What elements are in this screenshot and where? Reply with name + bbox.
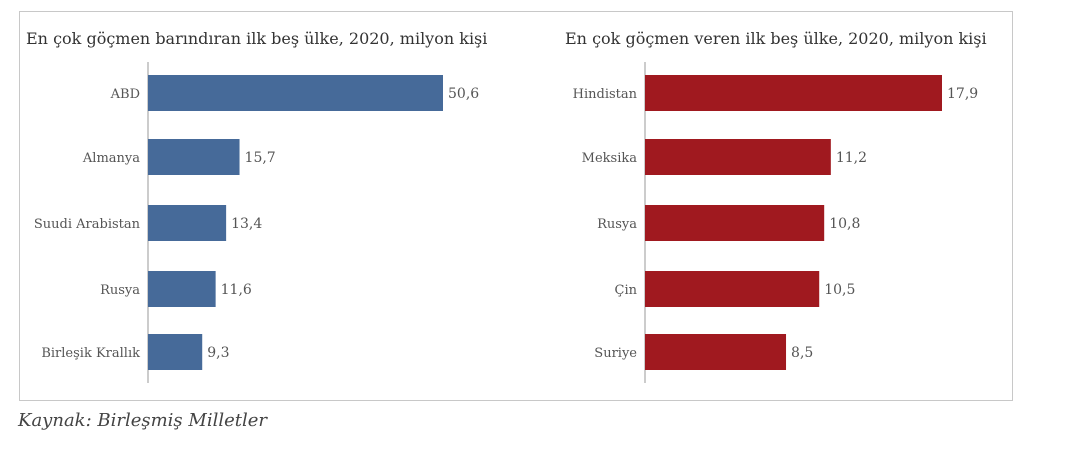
bar-rusya [148,271,216,307]
category-label: Çin [615,283,638,298]
data-label: 13,4 [231,216,262,232]
bar-abd [148,75,443,111]
chart-frame [19,11,1013,401]
category-label: Rusya [597,217,637,232]
bar-rusya [645,205,825,241]
data-label: 15,7 [245,150,276,166]
chart-title: En çok göçmen barındıran ilk beş ülke, 2… [26,29,487,48]
category-label: Suudi Arabistan [34,217,141,232]
data-label: 10,8 [829,216,860,232]
category-label: Meksika [582,151,638,166]
bar-suriye [645,334,787,370]
bar-almanya [148,139,240,175]
category-label: ABD [110,87,140,102]
data-label: 50,6 [448,86,479,102]
data-label: 11,6 [221,282,252,298]
bar-suudi-arabistan [148,205,227,241]
bar-çin [645,271,820,307]
data-label: 10,5 [824,282,855,298]
data-label: 11,2 [836,150,867,166]
chart-title: En çok göçmen veren ilk beş ülke, 2020, … [565,29,987,48]
data-label: 8,5 [791,345,813,361]
category-label: Suriye [594,346,637,361]
category-label: Birleşik Krallık [41,346,140,361]
category-label: Almanya [82,151,140,166]
source-note: Kaynak: Birleşmiş Milletler [18,410,267,431]
category-label: Hindistan [573,87,638,102]
bar-hindistan [645,75,942,111]
bar-meksika [645,139,831,175]
data-label: 9,3 [207,345,229,361]
bar-birleşik-krallık [148,334,203,370]
category-label: Rusya [100,283,140,298]
data-label: 17,9 [947,86,978,102]
